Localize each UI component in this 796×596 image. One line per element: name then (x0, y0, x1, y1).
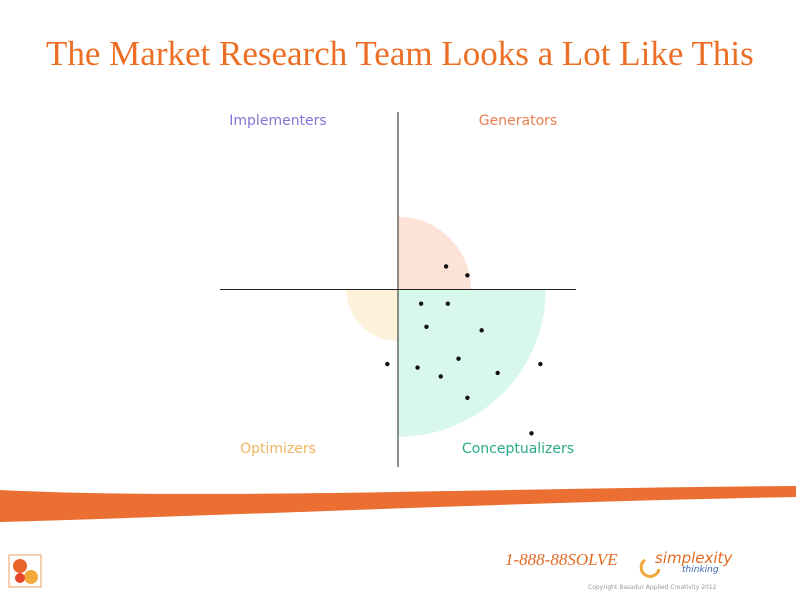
quadrant-label: Conceptualizers (462, 441, 574, 457)
data-point (479, 328, 484, 333)
data-point (418, 301, 424, 306)
data-point (415, 365, 420, 370)
brand-subtitle: thinking (682, 565, 719, 575)
phone-number: 1-888-88SOLVE (505, 550, 618, 569)
data-point (443, 264, 449, 269)
quadrant-wedge (398, 216, 471, 290)
copyright: Copyright Basadur Applied Creativity 201… (588, 584, 717, 591)
data-point (465, 395, 470, 400)
brand-swirl (639, 558, 661, 578)
data-point (456, 356, 461, 361)
data-point (438, 374, 443, 379)
data-point (385, 361, 390, 367)
quadrant-label: Generators (479, 113, 557, 129)
data-point (424, 324, 429, 329)
data-point (495, 370, 500, 376)
quadrant-wedge (398, 289, 546, 437)
data-point (445, 301, 451, 306)
brand-name: simplexity (655, 549, 733, 567)
data-point (538, 361, 543, 367)
data-point (529, 431, 534, 436)
quadrant-label: Implementers (229, 113, 326, 129)
swoosh-band (0, 486, 796, 522)
quadrant-wedge (346, 289, 398, 341)
logo (8, 554, 42, 588)
data-point (465, 273, 470, 278)
quadrant-label: Optimizers (240, 441, 316, 457)
slide-title: The Market Research Team Looks a Lot Lik… (46, 34, 754, 73)
